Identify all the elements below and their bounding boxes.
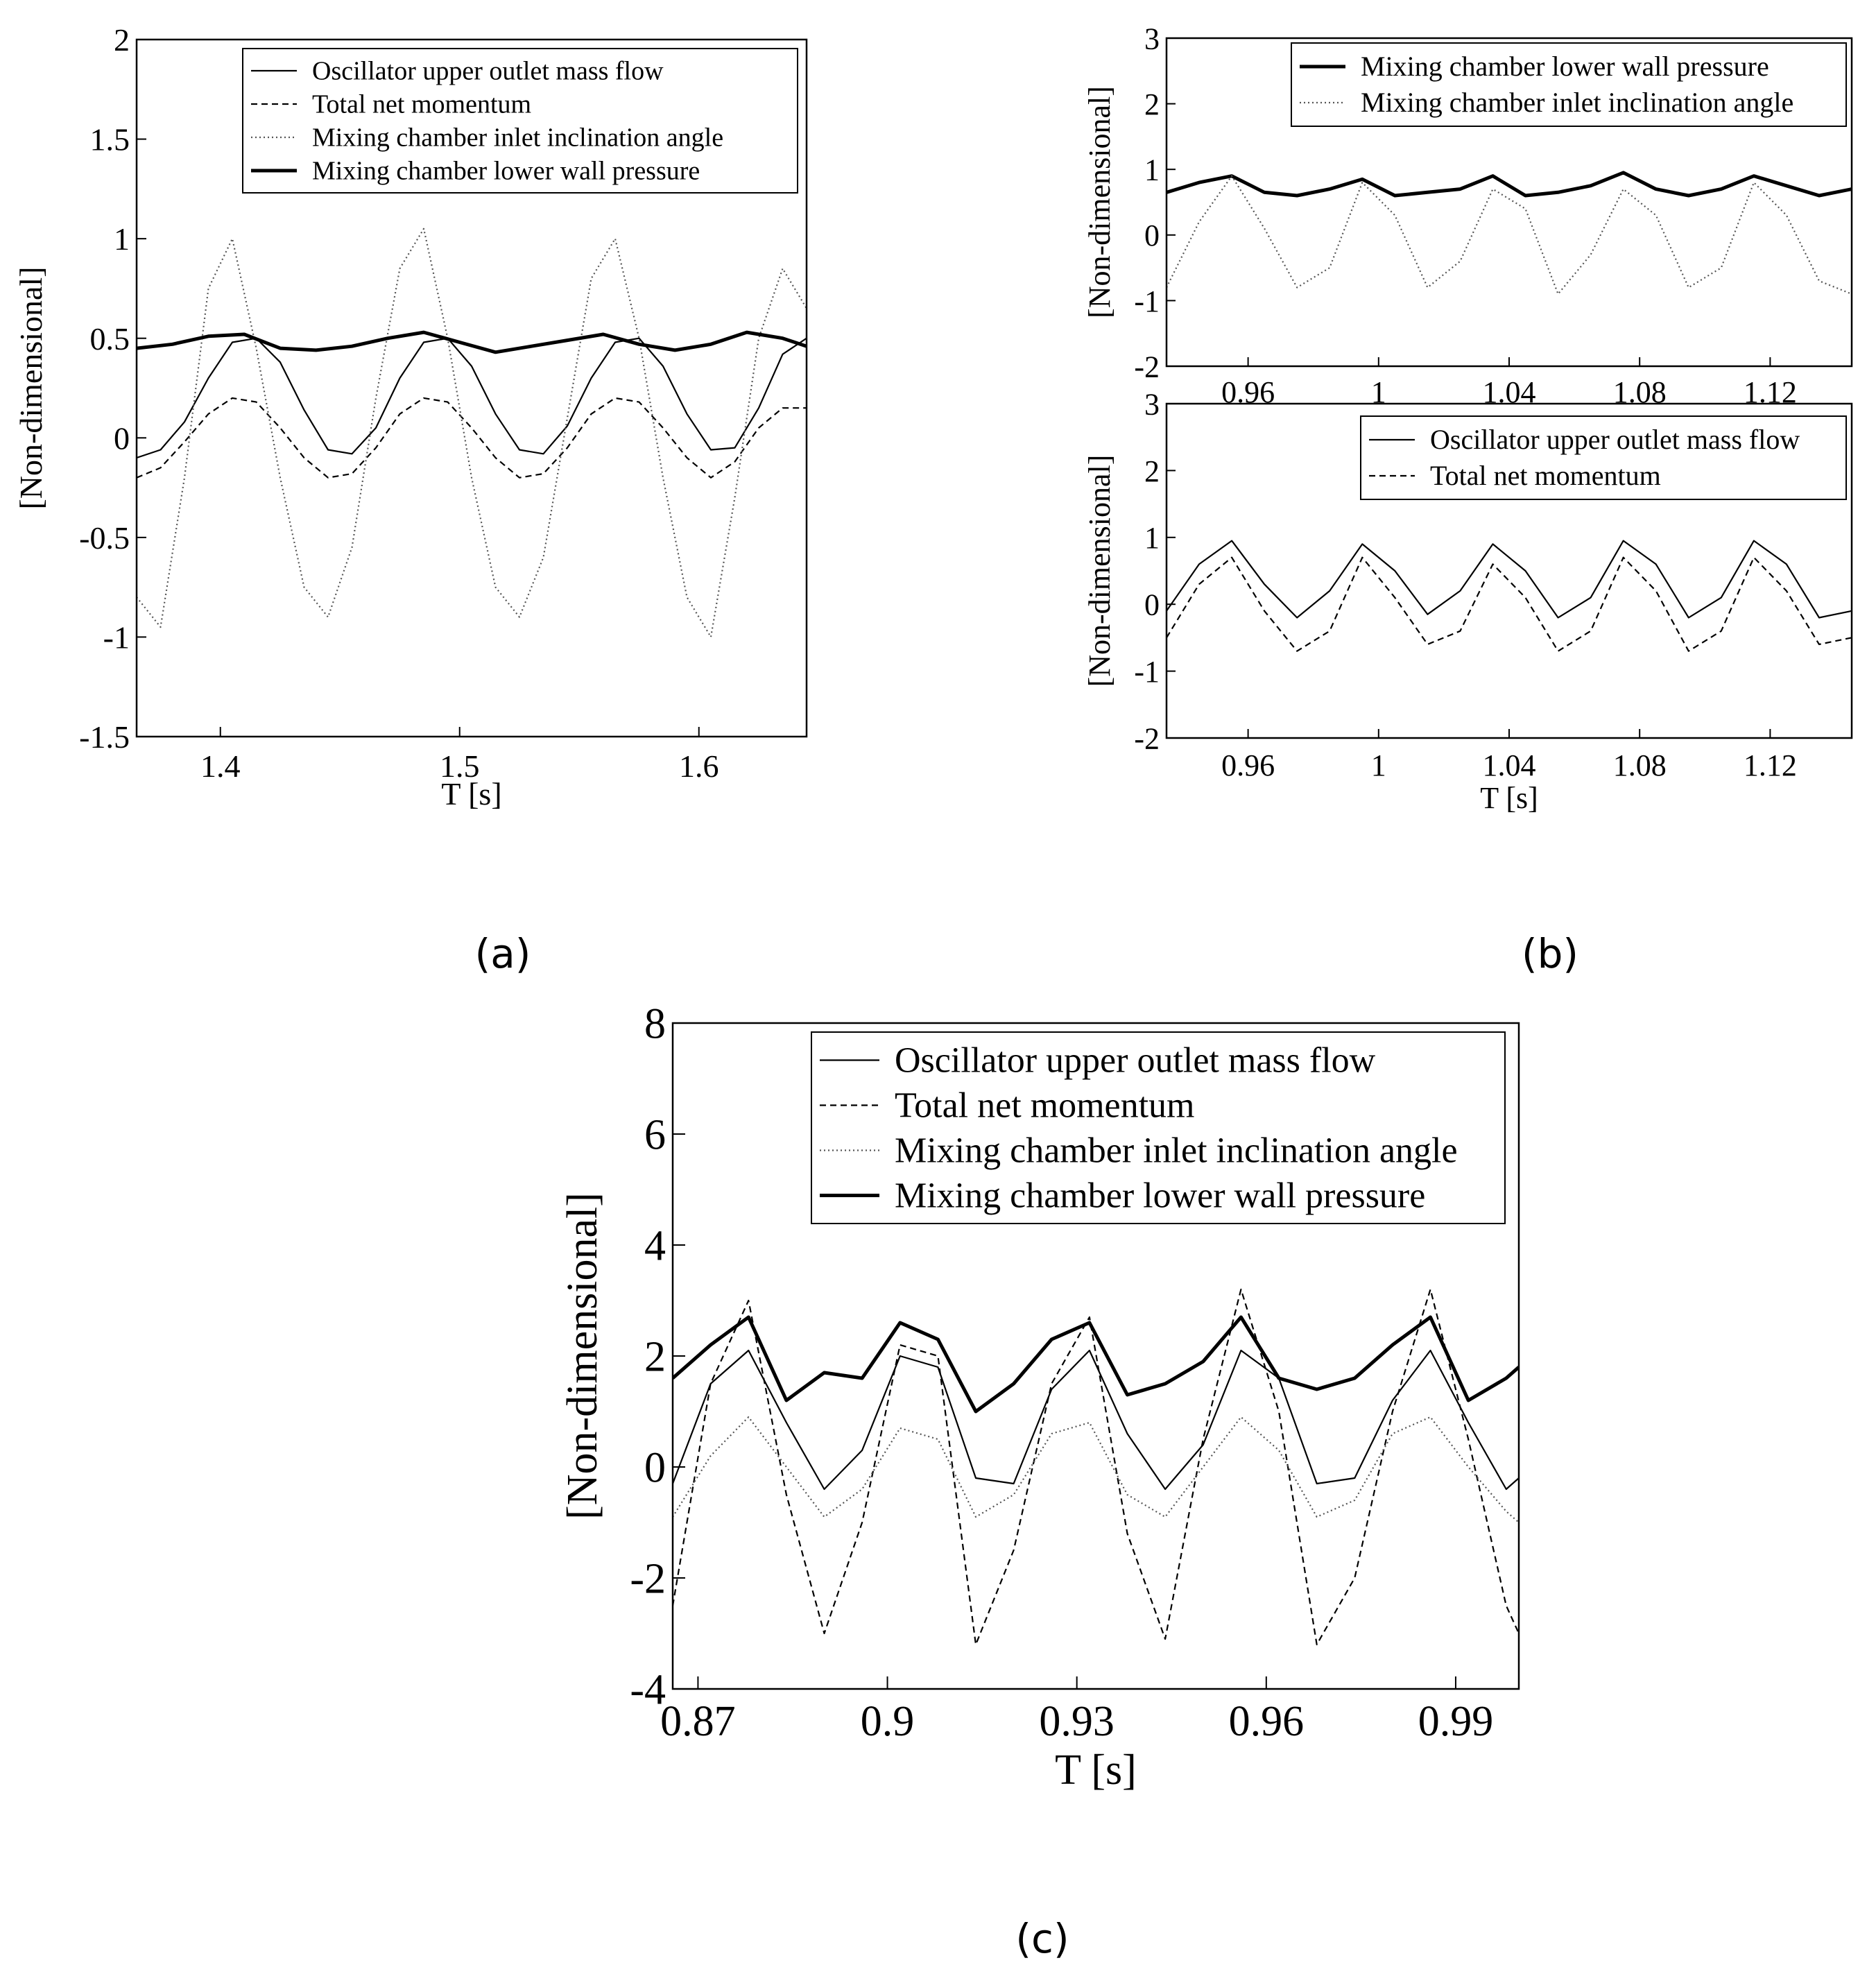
legend-a: Oscillator upper outlet mass flow Total n… — [242, 48, 798, 194]
ylabel-b-bottom: [Non-dimensional] — [1083, 455, 1117, 687]
series-line-b-bottom-0 — [1167, 540, 1852, 619]
ytick-label-b-bottom-1: -1 — [1134, 655, 1160, 689]
series-line-c-2 — [673, 1416, 1519, 1523]
caption-c: (c) — [1015, 1915, 1069, 1962]
xlabel-c: T [s] — [1055, 1746, 1137, 1794]
ytick-label-b-top-2: 0 — [1144, 218, 1160, 252]
series-line-a-1 — [137, 397, 807, 479]
xtick-label-b-bottom-0: 0.96 — [1221, 748, 1275, 782]
xtick-label-a-2: 1.6 — [679, 748, 719, 784]
series-line-a-2 — [137, 228, 807, 638]
panel-a: -1.5 -1 -0.5 0 0.5 1 1.5 2 1.4 1.5 1.6 [Non-dimensi… — [13, 22, 808, 812]
ytick-label-c-2: 0 — [644, 1445, 666, 1492]
legend-label-a-2: Mixing chamber inlet inclination angle — [312, 123, 723, 153]
ytick-label-c-3: 2 — [644, 1334, 666, 1381]
ytick-label-a-0: -1.5 — [79, 719, 130, 755]
ytick-label-c-5: 6 — [644, 1112, 666, 1159]
series-line-c-1 — [673, 1288, 1519, 1646]
xtick-label-c-0: 0.87 — [660, 1698, 736, 1745]
xtick-label-a-0: 1.4 — [200, 748, 241, 784]
ytick-label-c-0: -4 — [630, 1667, 666, 1714]
ytick-label-b-top-4: 2 — [1144, 87, 1160, 121]
series-line-b-bottom-1 — [1167, 556, 1852, 652]
ylabel-c: [Non-dimensional] — [559, 1192, 606, 1520]
ytick-label-b-top-0: -2 — [1134, 350, 1160, 384]
legend-label-a-1: Total net momentum — [312, 90, 531, 119]
ytick-label-a-2: -0.5 — [79, 520, 130, 556]
ytick-label-a-1: -1 — [103, 620, 130, 655]
xtick-label-c-1: 0.9 — [861, 1698, 915, 1745]
legend-box-b-top — [1291, 42, 1847, 127]
legend-label-b-top-0: Mixing chamber lower wall pressure — [1361, 51, 1769, 82]
ytick-label-b-bottom-4: 2 — [1144, 454, 1160, 488]
legend-box-c — [811, 1031, 1506, 1224]
legend-label-c-3: Mixing chamber lower wall pressure — [895, 1176, 1425, 1216]
legend-c: Oscillator upper outlet mass flow Total n… — [811, 1031, 1506, 1224]
ylabel-a: [Non-dimensional] — [13, 266, 49, 509]
legend-label-b-top-1: Mixing chamber inlet inclination angle — [1361, 87, 1793, 118]
ytick-label-b-bottom-3: 1 — [1144, 521, 1160, 555]
ytick-label-b-top-3: 1 — [1144, 153, 1160, 187]
series-line-b-top-1 — [1167, 175, 1852, 295]
series-line-c-0 — [673, 1349, 1519, 1491]
ytick-label-a-6: 1.5 — [90, 122, 130, 157]
ytick-label-b-bottom-5: 3 — [1144, 387, 1160, 421]
ytick-label-c-1: -2 — [630, 1556, 666, 1603]
ytick-label-b-bottom-2: 0 — [1144, 588, 1160, 622]
legend-b-top: Mixing chamber lower wall pressure Mixing… — [1291, 42, 1847, 127]
legend-box-a — [242, 48, 798, 194]
xtick-label-b-bottom-2: 1.04 — [1483, 748, 1536, 782]
series-line-c-3 — [673, 1315, 1519, 1414]
xtick-label-b-bottom-1: 1 — [1371, 748, 1386, 782]
plot-frame-a — [135, 38, 808, 738]
ytick-label-a-4: 0.5 — [90, 321, 130, 357]
ytick-label-c-4: 4 — [644, 1223, 666, 1270]
xtick-label-b-bottom-4: 1.12 — [1744, 748, 1797, 782]
legend-label-c-1: Total net momentum — [895, 1086, 1195, 1126]
xtick-label-b-bottom-3: 1.08 — [1613, 748, 1667, 782]
ytick-label-b-top-1: -1 — [1134, 284, 1160, 318]
ylabel-b-top: [Non-dimensional] — [1083, 86, 1117, 318]
series-line-b-top-0 — [1167, 171, 1852, 198]
legend-label-c-0: Oscillator upper outlet mass flow — [895, 1041, 1376, 1081]
xtick-label-c-4: 0.99 — [1418, 1698, 1494, 1745]
series-line-a-3 — [137, 330, 807, 354]
legend-box-b-bottom — [1360, 415, 1847, 500]
ytick-label-c-6: 8 — [644, 1001, 666, 1048]
xlabel-b-bottom: T [s] — [1480, 781, 1538, 815]
ytick-label-b-bottom-0: -2 — [1134, 721, 1160, 755]
panel-c: -4 -2 0 2 4 6 8 0.87 0.9 0.93 0.96 0.99 [Non-dimensi… — [559, 1001, 1520, 1794]
ytick-label-a-7: 2 — [114, 22, 130, 58]
legend-label-a-3: Mixing chamber lower wall pressure — [312, 157, 700, 186]
legend-label-b-bottom-0: Oscillator upper outlet mass flow — [1430, 424, 1800, 455]
legend-b-bottom: Oscillator upper outlet mass flow Total n… — [1360, 415, 1847, 500]
xtick-label-a-1: 1.5 — [440, 748, 480, 784]
caption-a: (a) — [475, 930, 531, 977]
xtick-label-c-2: 0.93 — [1039, 1698, 1115, 1745]
caption-b: (b) — [1522, 930, 1578, 977]
ytick-label-a-3: 0 — [114, 420, 130, 456]
panel-b-bottom: -2 -1 0 1 2 3 0.96 1 1.04 1.08 1.12 [Non-dimensiona… — [1083, 387, 1853, 815]
series-line-a-0 — [137, 337, 807, 459]
ytick-label-a-5: 1 — [114, 221, 130, 257]
legend-label-a-0: Oscillator upper outlet mass flow — [312, 57, 664, 86]
legend-label-c-2: Mixing chamber inlet inclination angle — [895, 1131, 1458, 1171]
xlabel-a: T [s] — [441, 776, 501, 812]
legend-label-b-bottom-1: Total net momentum — [1430, 460, 1661, 491]
ytick-label-b-top-5: 3 — [1144, 22, 1160, 55]
xtick-label-b-top-1: 1 — [1371, 375, 1386, 409]
xtick-label-c-3: 0.96 — [1229, 1698, 1305, 1745]
